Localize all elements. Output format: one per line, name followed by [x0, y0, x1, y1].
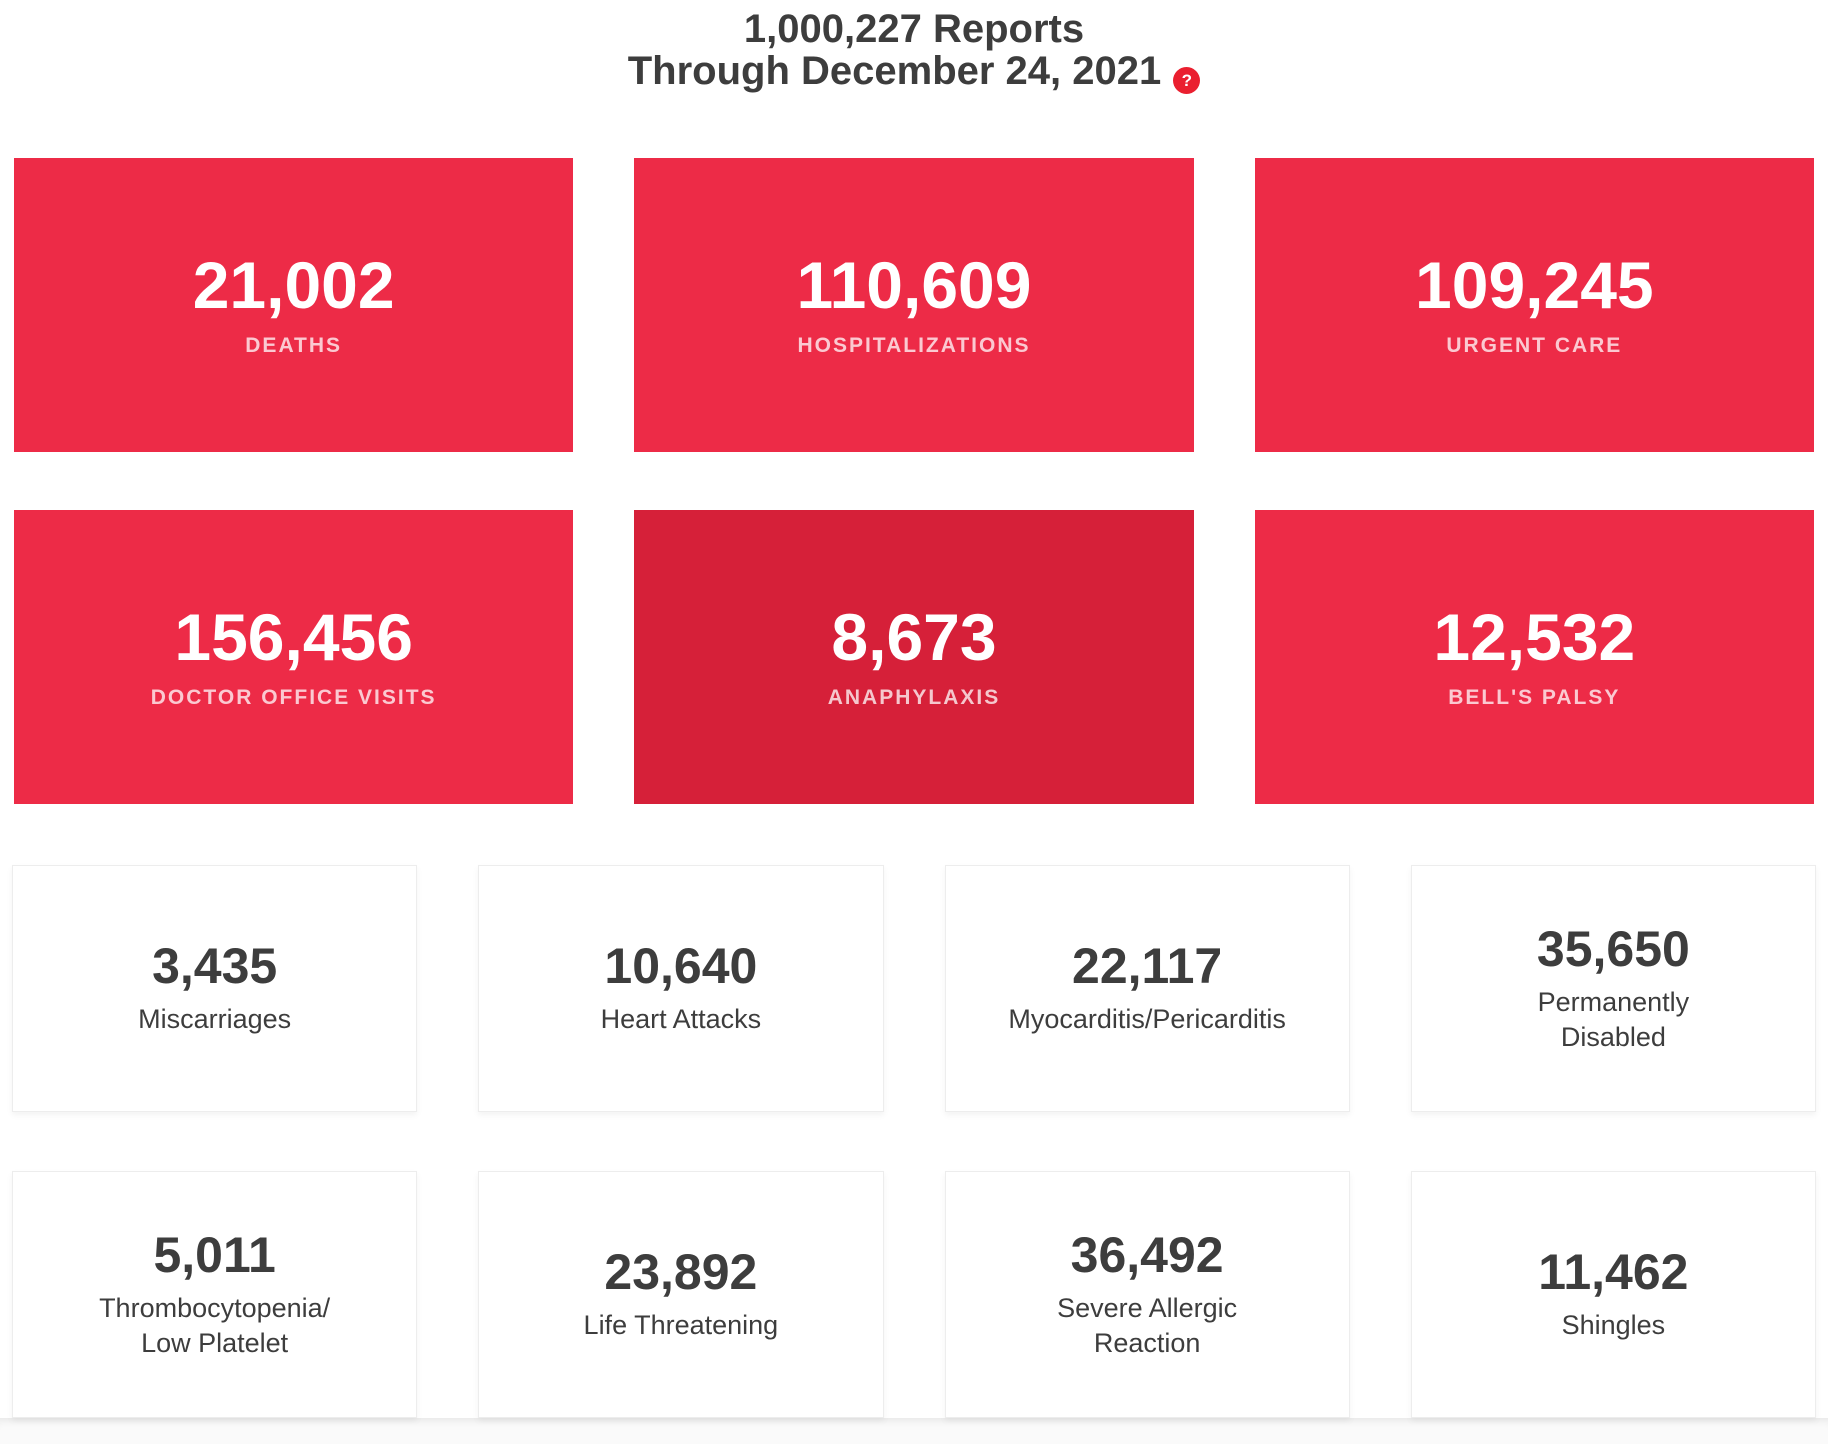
card-deaths[interactable]: 21,002 DEATHS: [14, 158, 574, 452]
card-shingles[interactable]: 11,462 Shingles: [1410, 1171, 1816, 1418]
heart-attacks-label: Heart Attacks: [600, 1004, 762, 1035]
bells-palsy-label: BELL'S PALSY: [1448, 686, 1621, 709]
life-threatening-label: Life Threatening: [583, 1310, 779, 1341]
card-severe-allergic-reaction[interactable]: 36,492 Severe Allergic Reaction: [944, 1171, 1350, 1418]
severe-allergic-reaction-value: 36,492: [1070, 1226, 1224, 1283]
card-life-threatening[interactable]: 23,892 Life Threatening: [478, 1171, 884, 1418]
card-heart-attacks[interactable]: 10,640 Heart Attacks: [478, 865, 884, 1112]
myocarditis-pericarditis-value: 22,117: [1072, 938, 1223, 995]
card-doctor-office-visits[interactable]: 156,456 DOCTOR OFFICE VISITS: [14, 510, 574, 804]
urgent-care-label: URGENT CARE: [1446, 334, 1623, 357]
miscarriages-label: Miscarriages: [138, 1004, 292, 1035]
hospitalizations-value: 110,609: [796, 248, 1032, 322]
card-bells-palsy[interactable]: 12,532 BELL'S PALSY: [1254, 510, 1814, 804]
shingles-value: 11,462: [1538, 1244, 1689, 1301]
anaphylaxis-label: ANAPHYLAXIS: [827, 686, 1001, 709]
shingles-label: Shingles: [1561, 1310, 1666, 1341]
hospitalizations-label: HOSPITALIZATIONS: [797, 334, 1031, 357]
bells-palsy-value: 12,532: [1433, 600, 1636, 674]
permanently-disabled-label: Permanently Disabled: [1537, 986, 1690, 1052]
heart-attacks-value: 10,640: [604, 938, 758, 995]
life-threatening-value: 23,892: [604, 1244, 758, 1301]
anaphylaxis-value: 8,673: [831, 600, 997, 674]
other-reports-grid: 3,435 Miscarriages 10,640 Heart Attacks …: [0, 865, 1828, 1418]
card-urgent-care[interactable]: 109,245 URGENT CARE: [1254, 158, 1814, 452]
card-anaphylaxis[interactable]: 8,673 ANAPHYLAXIS: [634, 510, 1194, 804]
help-icon[interactable]: ?: [1173, 67, 1201, 94]
myocarditis-pericarditis-label: Myocarditis/Pericarditis: [1008, 1004, 1286, 1035]
severe-reports-grid: 21,002 DEATHS 110,609 HOSPITALIZATIONS 1…: [0, 158, 1828, 804]
doctor-office-visits-label: DOCTOR OFFICE VISITS: [150, 686, 437, 709]
permanently-disabled-value: 35,650: [1536, 920, 1690, 977]
thrombocytopenia-label: Thrombocytopenia/ Low Platelet: [99, 1292, 331, 1358]
urgent-care-value: 109,245: [1415, 248, 1654, 322]
card-hospitalizations[interactable]: 110,609 HOSPITALIZATIONS: [634, 158, 1194, 452]
report-date-subtitle: Through December 24, 2021: [627, 49, 1162, 93]
thrombocytopenia-value: 5,011: [153, 1226, 276, 1283]
card-permanently-disabled[interactable]: 35,650 Permanently Disabled: [1410, 865, 1816, 1112]
miscarriages-value: 3,435: [152, 938, 278, 995]
card-thrombocytopenia[interactable]: 5,011 Thrombocytopenia/ Low Platelet: [12, 1171, 418, 1418]
report-count-title: 1,000,227 Reports: [743, 7, 1085, 51]
card-miscarriages[interactable]: 3,435 Miscarriages: [12, 865, 418, 1112]
deaths-value: 21,002: [192, 248, 395, 322]
doctor-office-visits-value: 156,456: [174, 600, 413, 674]
bottom-divider: [0, 1418, 1828, 1444]
deaths-label: DEATHS: [245, 334, 343, 357]
report-header: 1,000,227 Reports Through December 24, 2…: [0, 0, 1828, 94]
severe-allergic-reaction-label: Severe Allergic Reaction: [1057, 1292, 1238, 1358]
card-myocarditis-pericarditis[interactable]: 22,117 Myocarditis/Pericarditis: [944, 865, 1350, 1112]
